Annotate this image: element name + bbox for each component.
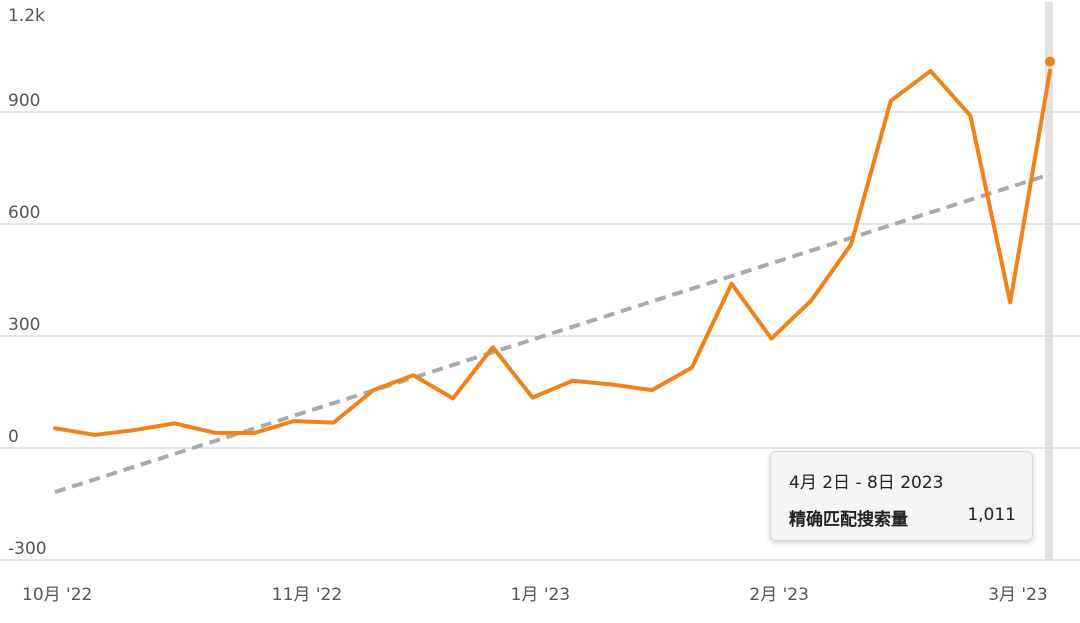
- y-tick-label: 1.2k: [8, 6, 45, 26]
- tooltip-series-name: 精确匹配搜索量: [789, 510, 908, 530]
- hover-cursor-bar: [1045, 2, 1053, 560]
- trend-line: [54, 172, 1051, 494]
- y-tick-label: 300: [8, 315, 40, 335]
- tooltip-value: 1,011: [967, 505, 1016, 525]
- series-layer: [53, 56, 1055, 437]
- y-tick-label: -300: [8, 539, 47, 559]
- x-tick-label: 3月 '23: [988, 585, 1048, 605]
- x-axis: 10月 '22 11月 '22 1月 '23 2月 '23 3月 '23: [22, 585, 1048, 605]
- y-axis: 1.2k 900 600 300 0 -300: [8, 6, 47, 559]
- x-tick-label: 2月 '23: [749, 585, 809, 605]
- y-tick-label: 900: [8, 91, 40, 111]
- x-tick-label: 11月 '22: [272, 585, 342, 605]
- x-tick-label: 10月 '22: [22, 585, 92, 605]
- y-tick-label: 600: [8, 203, 40, 223]
- x-tick-label: 1月 '23: [511, 585, 571, 605]
- tooltip: 4月 2日 - 8日 2023 精确匹配搜索量 1,011: [770, 451, 1033, 541]
- y-tick-label: 0: [8, 427, 19, 447]
- series-line: [53, 68, 1052, 437]
- highlighted-data-point[interactable]: [1045, 56, 1055, 67]
- tooltip-title: 4月 2日 - 8日 2023: [789, 473, 944, 493]
- trend-layer: [54, 172, 1051, 494]
